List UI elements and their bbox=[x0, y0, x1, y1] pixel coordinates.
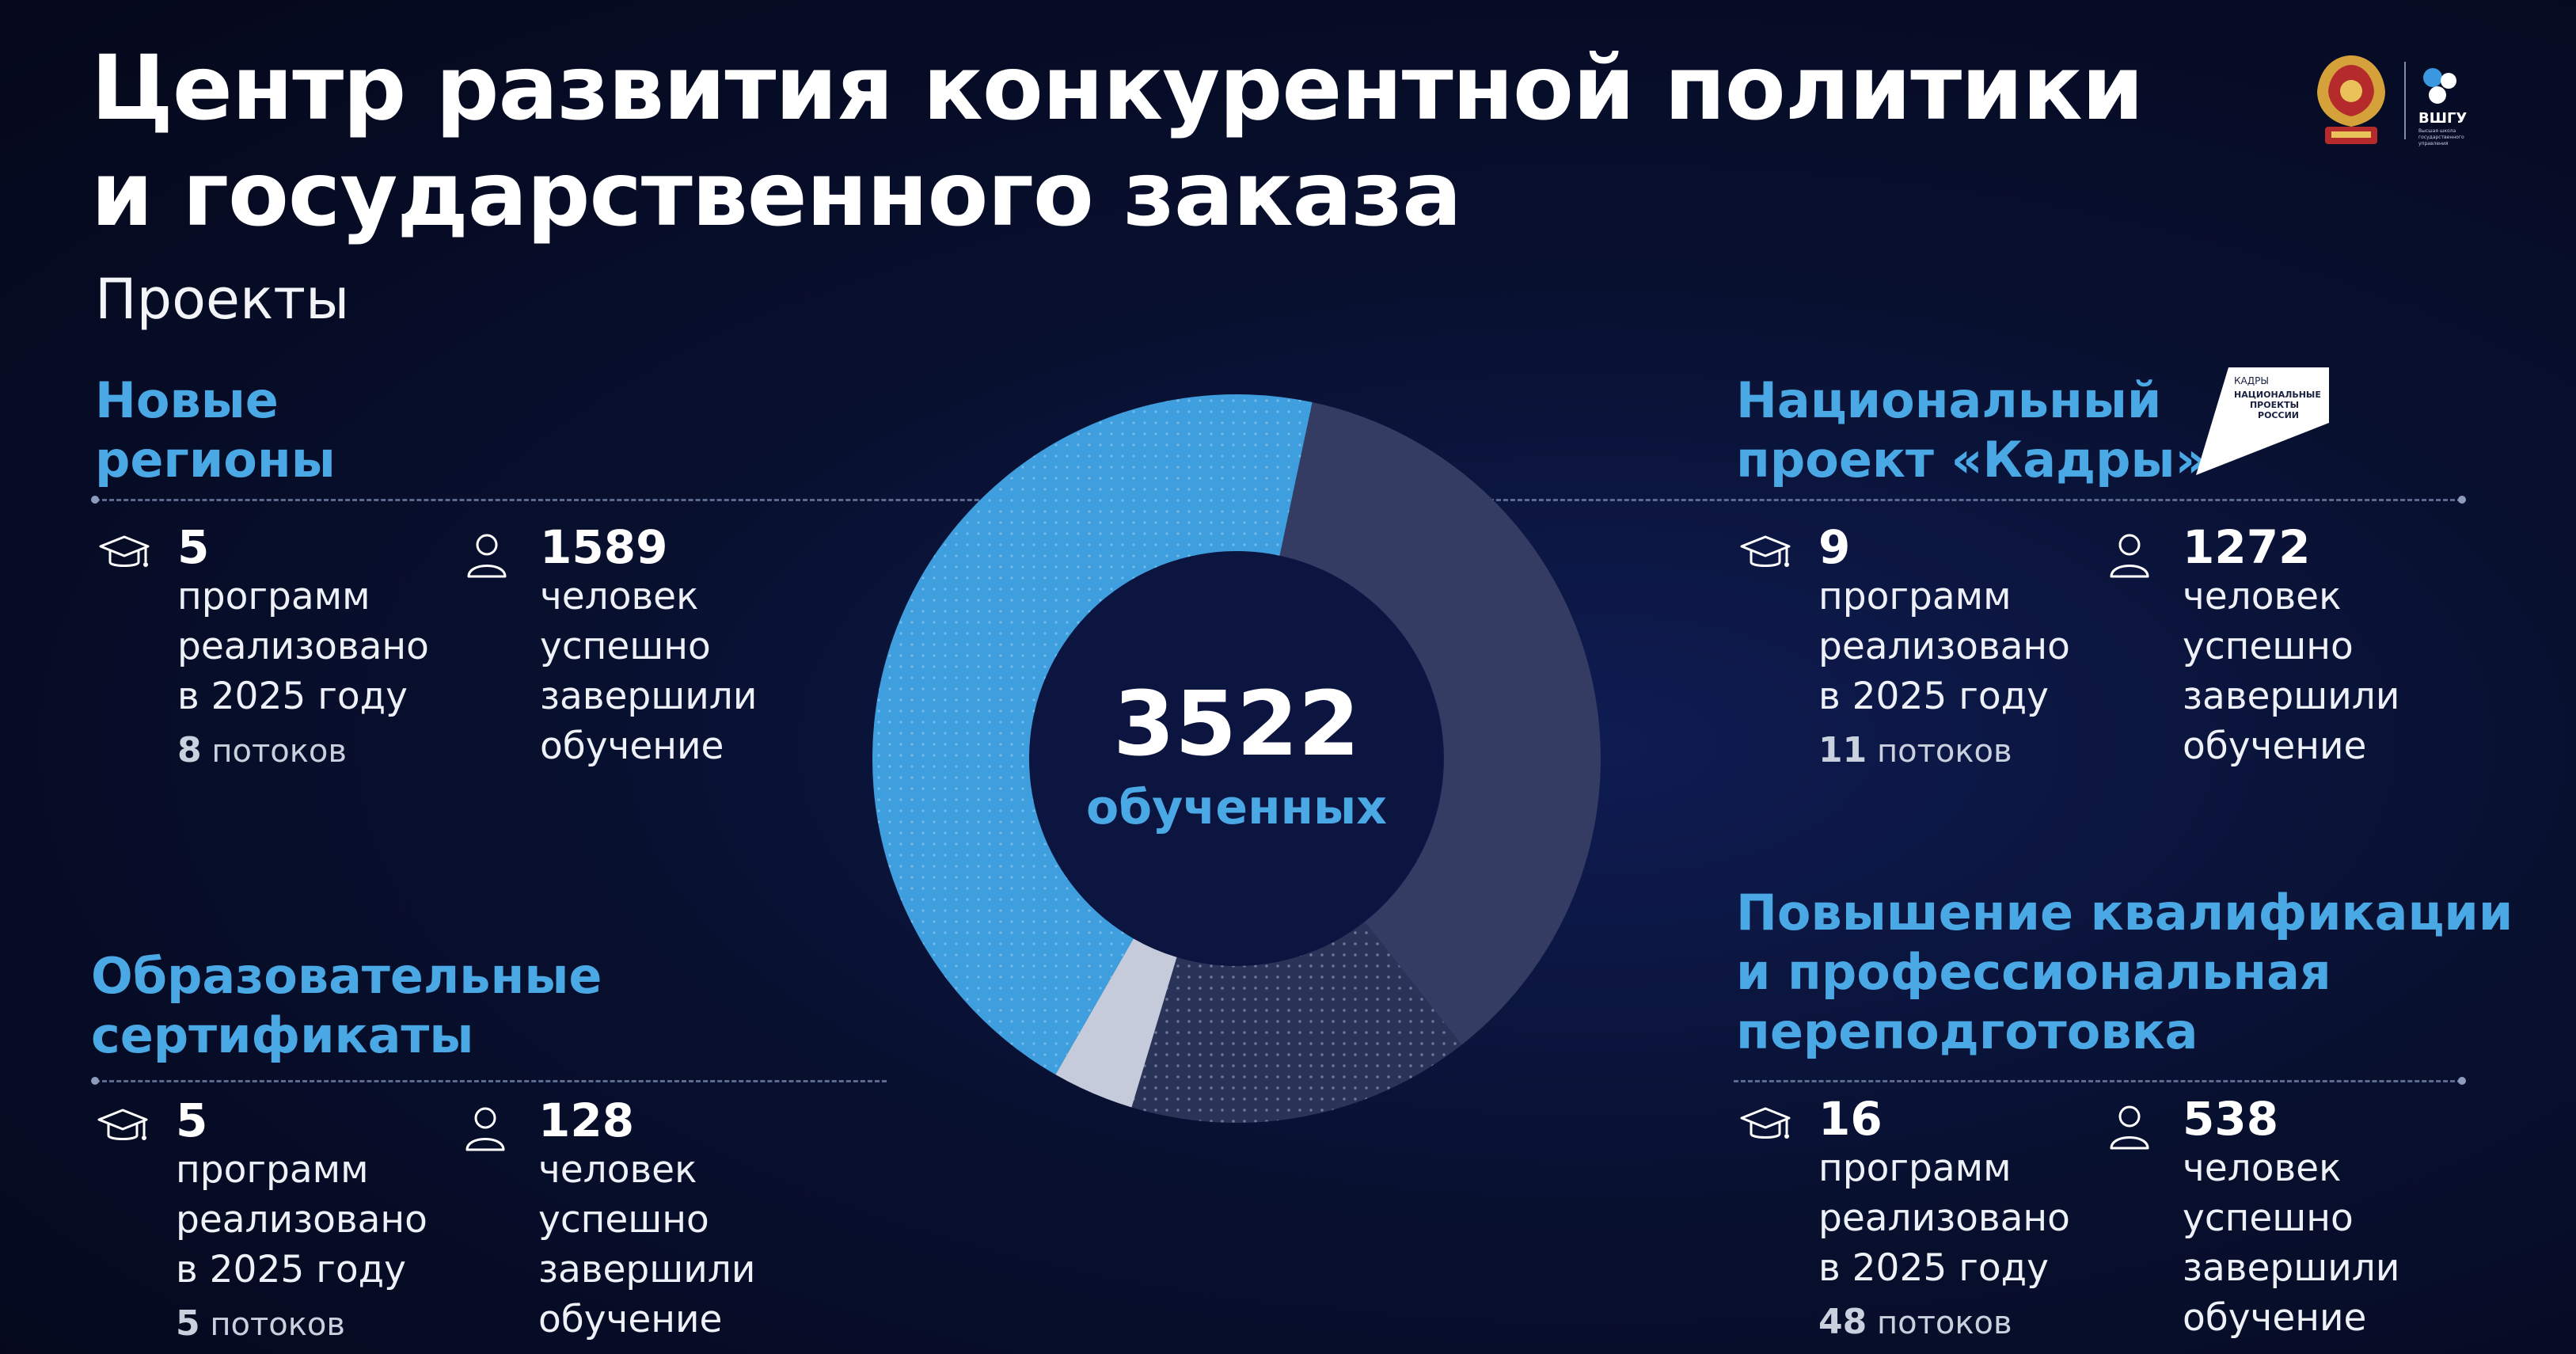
coat-of-arms-emblem-icon bbox=[2317, 55, 2385, 144]
programs-count: 9 bbox=[1818, 520, 1851, 574]
kadry-logo-icon bbox=[2196, 367, 2329, 475]
logo-separator bbox=[2404, 62, 2406, 139]
graduation-cap-icon bbox=[99, 535, 150, 567]
divider-bottom-right bbox=[1734, 1080, 2462, 1082]
programs-desc: программ реализовано в 2025 году bbox=[1818, 575, 2070, 718]
people-desc: человек успешно завершили обучение bbox=[540, 575, 758, 768]
flows-count: 48 bbox=[1818, 1302, 1867, 1342]
donut-segment-0 bbox=[1279, 402, 1601, 1045]
people-count: 538 bbox=[2183, 1092, 2279, 1146]
person-icon bbox=[2110, 534, 2149, 578]
divider-top-left bbox=[95, 499, 1029, 501]
person-icon bbox=[2110, 1105, 2149, 1150]
flows-word: потоков bbox=[1876, 1305, 2012, 1341]
divider-dot bbox=[91, 1077, 99, 1085]
graduation-cap-icon bbox=[1740, 1107, 1791, 1139]
donut-hole bbox=[1030, 552, 1443, 965]
programs-desc: программ реализовано в 2025 году bbox=[176, 1148, 427, 1291]
people-count: 128 bbox=[538, 1093, 635, 1147]
section-title-new-regions: Новые регионы bbox=[95, 371, 336, 489]
donut-total-label: обученных bbox=[1086, 780, 1387, 835]
graduation-cap-icon bbox=[1740, 535, 1791, 567]
kadry-logo-main: НАЦИОНАЛЬНЫЕ ПРОЕКТЫ РОССИИ bbox=[2234, 390, 2321, 420]
people-desc: человек успешно завершили обучение bbox=[2183, 575, 2400, 768]
flows-word: потоков bbox=[211, 733, 347, 770]
flows-count: 8 bbox=[177, 730, 202, 770]
programs-count: 5 bbox=[177, 520, 210, 574]
title-line-2: и государственного заказа bbox=[91, 143, 1462, 246]
flows-count: 5 bbox=[176, 1303, 200, 1344]
flows-text: 48 потоков bbox=[1818, 1303, 2012, 1342]
person-icon bbox=[467, 534, 507, 578]
flows-count: 11 bbox=[1818, 730, 1867, 770]
divider-top-right bbox=[1425, 499, 2462, 501]
flows-text: 5 потоков bbox=[176, 1305, 345, 1344]
title-line-1: Центр развития конкурентной политики bbox=[91, 37, 2144, 140]
flows-word: потоков bbox=[210, 1306, 345, 1343]
vshgu-caption: Высшая школа государственного управления bbox=[2418, 128, 2464, 146]
section-title-certificates: Образовательные сертификаты bbox=[91, 947, 602, 1064]
graduation-cap-icon bbox=[97, 1109, 148, 1140]
people-count: 1272 bbox=[2183, 520, 2311, 574]
person-icon bbox=[465, 1107, 505, 1151]
donut-chart bbox=[872, 394, 1601, 1123]
programs-desc: программ реализовано в 2025 году bbox=[177, 575, 429, 718]
divider-bottom-left bbox=[95, 1080, 887, 1082]
vshgu-mark-icon bbox=[2423, 68, 2456, 104]
donut-segment-pattern-3 bbox=[872, 394, 1313, 1075]
flows-word: потоков bbox=[1876, 733, 2012, 770]
page-subtitle: Проекты bbox=[95, 267, 350, 332]
divider-dot bbox=[91, 496, 99, 504]
programs-count: 16 bbox=[1818, 1092, 1883, 1146]
people-desc: человек успешно завершили обучение bbox=[2183, 1147, 2400, 1340]
section-title-kadry: Национальный проект «Кадры» bbox=[1736, 371, 2207, 489]
donut-total: 3522 bbox=[1113, 673, 1360, 776]
kadry-logo-small: КАДРЫ bbox=[2234, 375, 2269, 386]
donut-segment-2 bbox=[1055, 938, 1177, 1108]
programs-desc: программ реализовано в 2025 году bbox=[1818, 1147, 2070, 1290]
flows-text: 11 потоков bbox=[1818, 732, 2012, 770]
people-count: 1589 bbox=[540, 520, 668, 574]
programs-count: 5 bbox=[176, 1093, 208, 1147]
divider-dot bbox=[2458, 496, 2466, 504]
section-title-qualification: Повышение квалификации и профессиональна… bbox=[1736, 884, 2513, 1060]
flows-text: 8 потоков bbox=[177, 732, 347, 770]
divider-dot bbox=[2458, 1077, 2466, 1085]
donut-segment-pattern-1 bbox=[1131, 921, 1462, 1123]
kadry-logo: КАДРЫ НАЦИОНАЛЬНЫЕ ПРОЕКТЫ РОССИИ bbox=[2193, 366, 2331, 477]
vshgu-label: ВШГУ bbox=[2418, 110, 2468, 127]
people-desc: человек успешно завершили обучение bbox=[538, 1148, 756, 1341]
logo-block: ВШГУ Высшая школа государственного управ… bbox=[2308, 48, 2482, 158]
page-title: Центр развития конкурентной политики и г… bbox=[91, 36, 2144, 248]
